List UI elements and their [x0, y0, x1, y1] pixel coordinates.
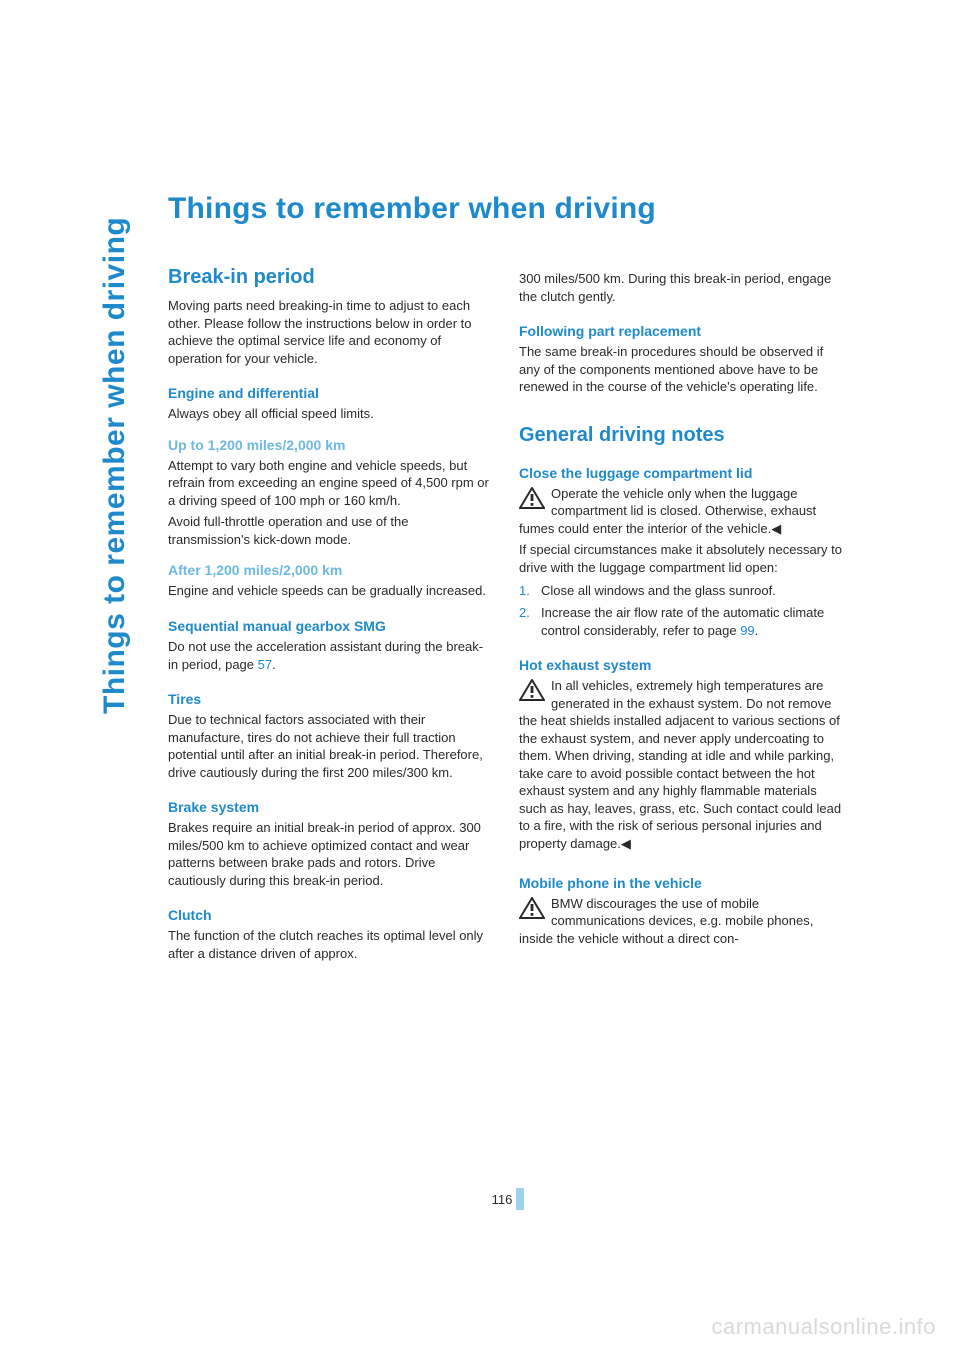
- column-right: 300 miles/500 km. During this break-in p…: [519, 264, 844, 967]
- section-general-notes: General driving notes: [519, 424, 844, 447]
- warning-text: In all vehicles, extremely high temperat…: [519, 677, 844, 852]
- page-ref-link[interactable]: 99: [740, 623, 754, 638]
- heading-hot-exhaust: Hot exhaust system: [519, 657, 844, 673]
- paragraph: Brakes require an initial break-in perio…: [168, 819, 493, 889]
- paragraph: Avoid full-throttle operation and use of…: [168, 513, 493, 548]
- paragraph: The same break-in procedures should be o…: [519, 343, 844, 396]
- heading-brake: Brake system: [168, 799, 493, 815]
- heading-engine: Engine and differential: [168, 385, 493, 401]
- paragraph: Attempt to vary both engine and vehicle …: [168, 457, 493, 510]
- paragraph: The function of the clutch reaches its o…: [168, 927, 493, 962]
- heading-mobile: Mobile phone in the vehicle: [519, 875, 844, 891]
- heading-following: Following part replacement: [519, 323, 844, 339]
- heading-clutch: Clutch: [168, 907, 493, 923]
- paragraph: Always obey all official speed limits.: [168, 405, 493, 423]
- sidebar-chapter-label: Things to remember when driving: [98, 217, 132, 714]
- text: In all vehicles, extremely high temperat…: [519, 678, 841, 851]
- warning-icon: [519, 487, 545, 509]
- heading-luggage: Close the luggage compartment lid: [519, 465, 844, 481]
- section-break-in: Break-in period: [168, 266, 493, 289]
- paragraph: Due to technical factors associated with…: [168, 711, 493, 781]
- paragraph: 300 miles/500 km. During this break-in p…: [519, 270, 844, 305]
- heading-smg: Sequential manual gearbox SMG: [168, 618, 493, 634]
- page-ref-link[interactable]: 57: [258, 657, 272, 672]
- end-mark: ◀: [621, 836, 631, 851]
- paragraph: Engine and vehicle speeds can be gradual…: [168, 582, 493, 600]
- page-title: Things to remember when driving: [168, 192, 848, 226]
- page-number: 116: [492, 1192, 513, 1207]
- warning-text: Operate the vehicle only when the luggag…: [519, 485, 844, 538]
- text: Increase the air flow rate of the automa…: [541, 605, 824, 638]
- text: .: [755, 623, 759, 638]
- text: .: [272, 657, 276, 672]
- list-number: 1.: [519, 582, 530, 600]
- warning-icon: [519, 897, 545, 919]
- page-footer: 116: [168, 1188, 848, 1210]
- list-item: 1. Close all windows and the glass sunroo…: [519, 582, 844, 600]
- text: Close all windows and the glass sunroof.: [541, 583, 776, 598]
- list-item: 2. Increase the air flow rate of the auto…: [519, 604, 844, 639]
- heading-tires: Tires: [168, 691, 493, 707]
- list-number: 2.: [519, 604, 530, 622]
- paragraph: Moving parts need breaking-in time to ad…: [168, 297, 493, 367]
- watermark: carmanualsonline.info: [711, 1314, 936, 1340]
- page-number-bar: [516, 1188, 524, 1210]
- numbered-list: 1. Close all windows and the glass sunroo…: [519, 582, 844, 639]
- page-content: Things to remember when driving Break-in…: [168, 192, 848, 967]
- text: Do not use the acceleration assistant du…: [168, 639, 483, 672]
- warning-text: BMW discourages the use of mobile commun…: [519, 895, 844, 948]
- heading-upto: Up to 1,200 miles/2,000 km: [168, 437, 493, 453]
- heading-after: After 1,200 miles/2,000 km: [168, 562, 493, 578]
- warning-icon: [519, 679, 545, 701]
- column-left: Break-in period Moving parts need breaki…: [168, 264, 493, 967]
- paragraph: If special circumstances make it absolut…: [519, 541, 844, 576]
- paragraph: Do not use the acceleration assistant du…: [168, 638, 493, 673]
- end-mark: ◀: [771, 521, 781, 536]
